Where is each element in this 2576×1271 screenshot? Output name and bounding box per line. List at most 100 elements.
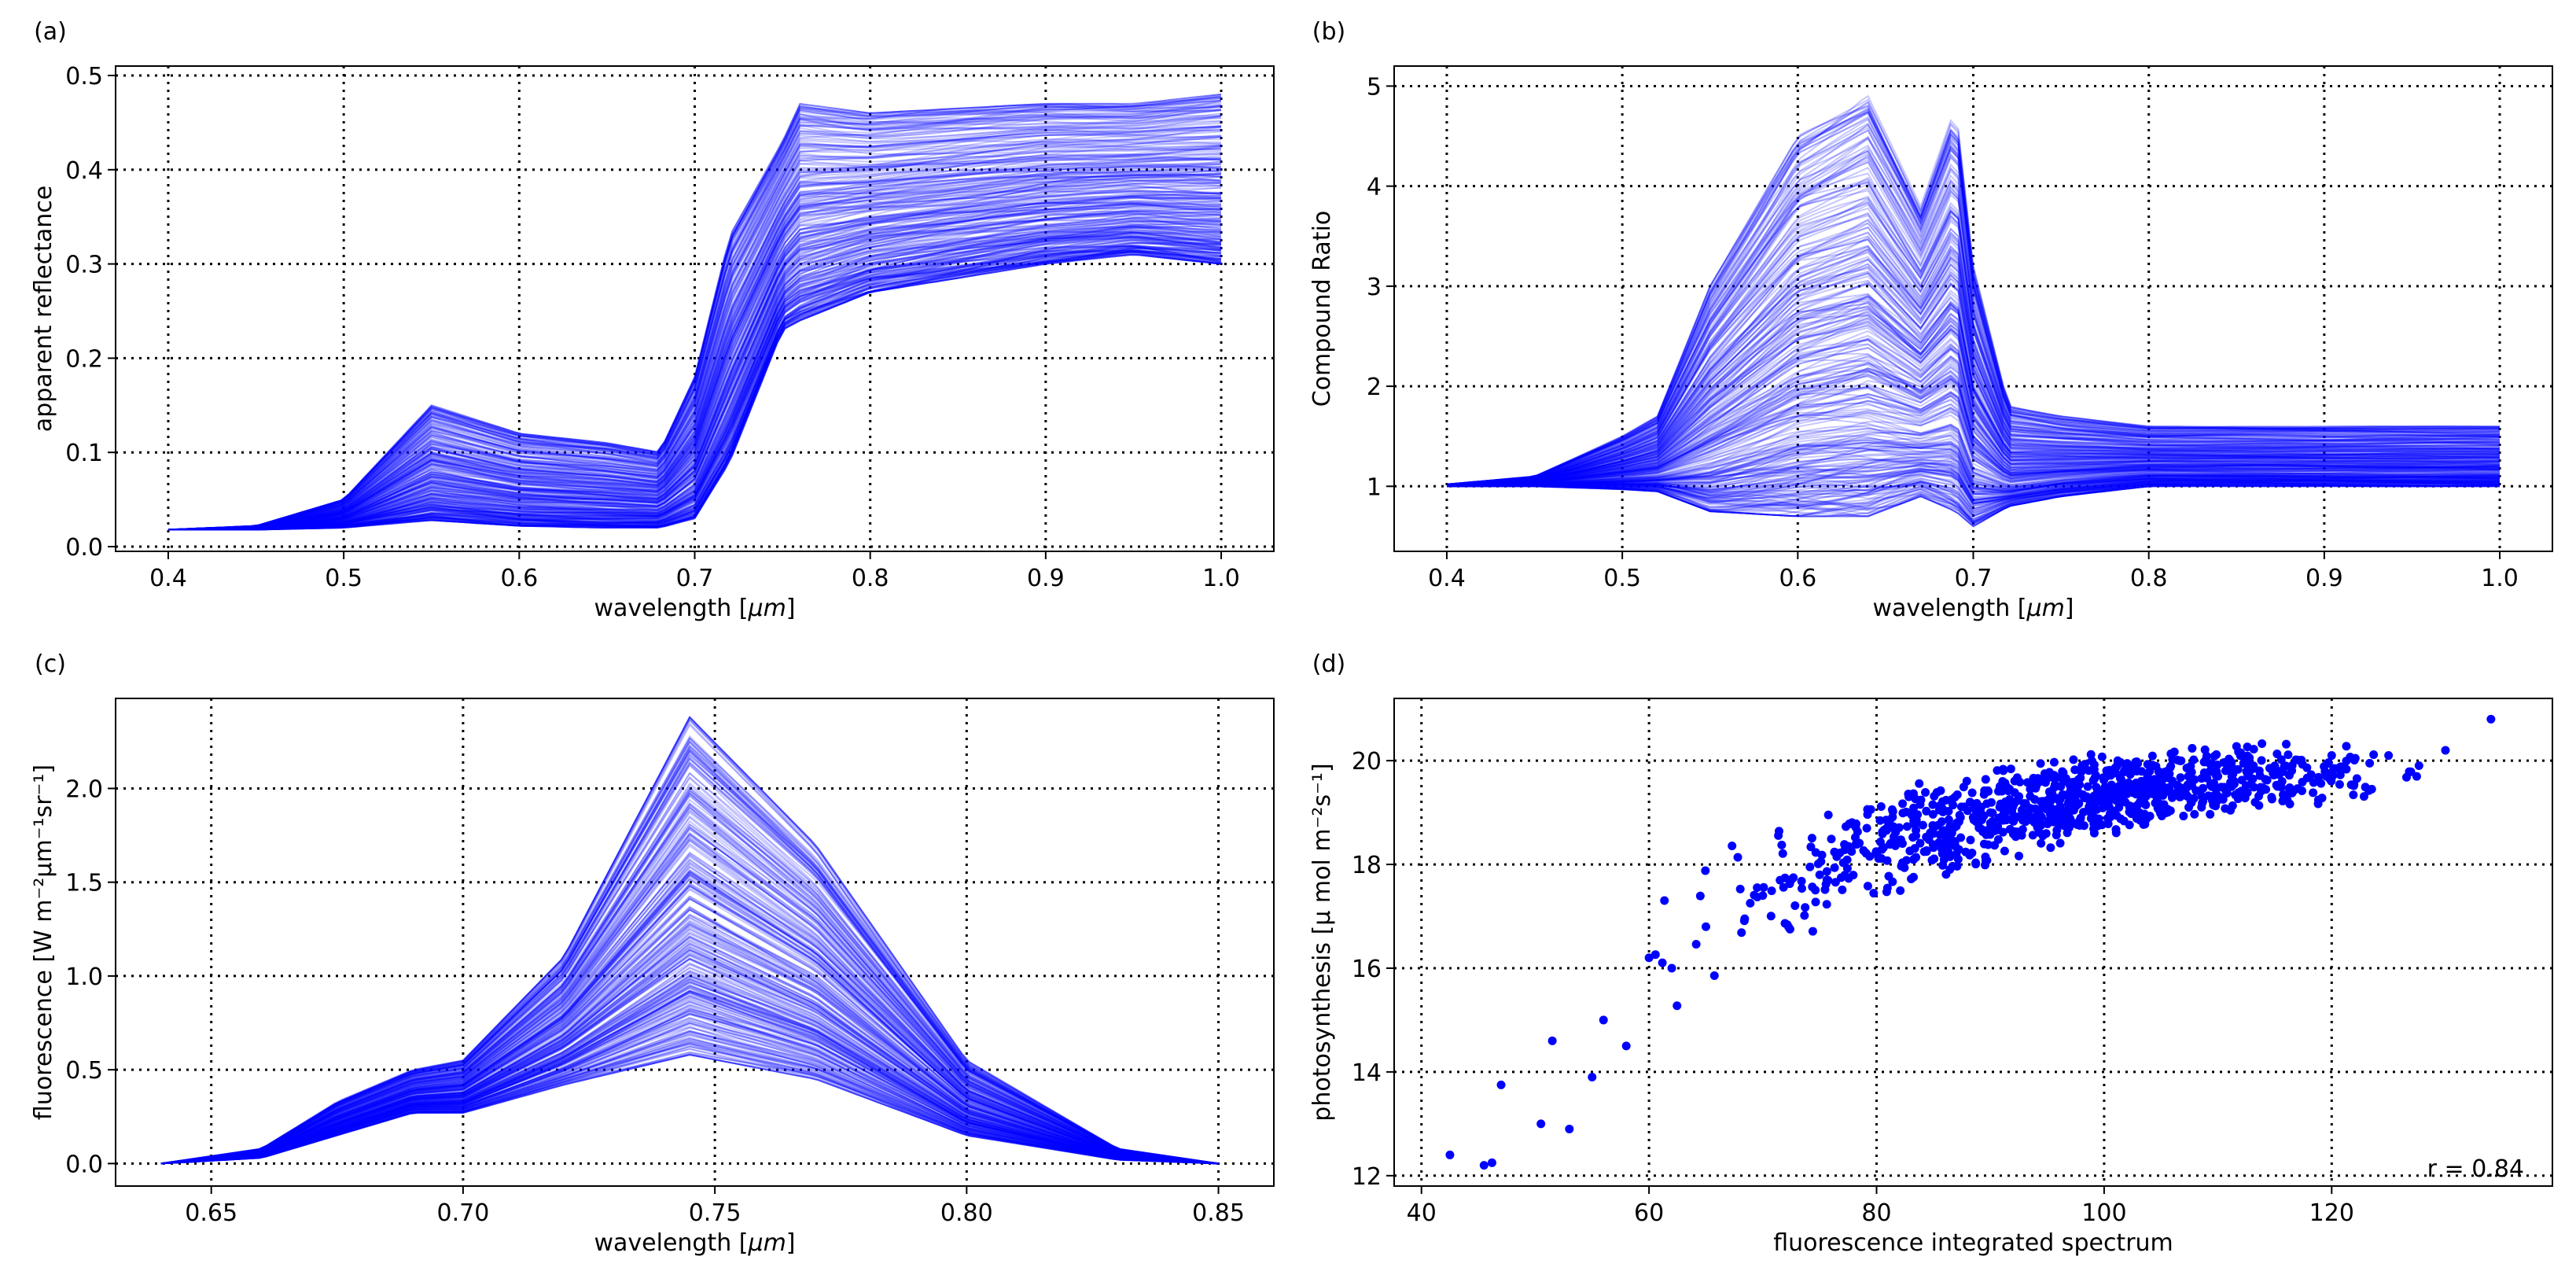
series-line bbox=[160, 745, 1219, 1165]
scatter-point bbox=[1840, 871, 1849, 880]
scatter-point bbox=[2119, 768, 2129, 777]
series-line bbox=[160, 834, 1219, 1165]
series-line bbox=[168, 234, 1222, 531]
series-line bbox=[167, 138, 1222, 531]
series-line bbox=[167, 179, 1222, 531]
scatter-point bbox=[1904, 789, 1913, 798]
series-line bbox=[1446, 302, 2501, 486]
series-line bbox=[160, 761, 1219, 1165]
series-line bbox=[160, 967, 1219, 1165]
scatter-point bbox=[2187, 778, 2196, 787]
panel-label: (c) bbox=[35, 650, 66, 678]
series-line bbox=[168, 251, 1222, 531]
series-line bbox=[160, 809, 1219, 1165]
series-line bbox=[160, 994, 1219, 1165]
series-line bbox=[160, 985, 1219, 1165]
correlation-annotation: r = 0.84 bbox=[2427, 1155, 2524, 1183]
series-line bbox=[167, 203, 1222, 531]
series-line bbox=[167, 211, 1222, 531]
scatter-point bbox=[2226, 805, 2236, 815]
y-axis-label: fluorescence [W m⁻²μm⁻¹sr⁻¹] bbox=[30, 764, 57, 1120]
scatter-point bbox=[1965, 850, 1974, 860]
scatter-point bbox=[2202, 751, 2211, 761]
y-tick-label: 2 bbox=[1367, 374, 1382, 401]
series-line bbox=[1446, 483, 2501, 528]
series-line bbox=[1446, 467, 2500, 502]
series-line bbox=[167, 204, 1222, 531]
scatter-point bbox=[1863, 882, 1872, 891]
series-line bbox=[167, 223, 1222, 531]
series-line bbox=[167, 159, 1222, 531]
scatter-point bbox=[1943, 842, 1952, 852]
series-line bbox=[1446, 392, 2500, 487]
series-line bbox=[167, 125, 1222, 531]
series-line bbox=[1446, 293, 2501, 486]
series-line bbox=[1446, 374, 2500, 487]
scatter-point bbox=[2138, 796, 2147, 805]
series-line bbox=[167, 179, 1221, 531]
series-line bbox=[160, 989, 1219, 1165]
y-tick-label: 1.0 bbox=[65, 963, 103, 991]
series-line bbox=[168, 230, 1222, 531]
scatter-point bbox=[1909, 803, 1919, 812]
scatter-point bbox=[2199, 796, 2208, 805]
series-line bbox=[160, 974, 1219, 1165]
series-line bbox=[168, 226, 1222, 531]
series-line bbox=[160, 927, 1219, 1165]
series-line bbox=[1446, 462, 2501, 500]
axes-frame bbox=[1393, 698, 2553, 1187]
series-line bbox=[168, 238, 1222, 531]
y-tick-label: 1.5 bbox=[65, 870, 103, 897]
series-line bbox=[1446, 386, 2500, 487]
series-line bbox=[160, 895, 1219, 1165]
scatter-point bbox=[1790, 901, 1800, 911]
series-line bbox=[160, 1054, 1219, 1165]
series-line bbox=[167, 218, 1222, 531]
series-line bbox=[1446, 367, 2501, 487]
series-line bbox=[160, 884, 1219, 1165]
series-line bbox=[160, 787, 1219, 1165]
series-line bbox=[167, 210, 1222, 531]
scatter-point bbox=[1822, 900, 1831, 909]
series-line bbox=[167, 101, 1222, 531]
series-line bbox=[1447, 484, 2500, 524]
scatter-point bbox=[1479, 1161, 1489, 1170]
series-line bbox=[160, 978, 1219, 1165]
series-line bbox=[167, 103, 1222, 531]
series-line bbox=[167, 196, 1222, 531]
series-line bbox=[1447, 484, 2500, 525]
series-line bbox=[160, 938, 1219, 1165]
scatter-point bbox=[1701, 866, 1710, 875]
series-line bbox=[168, 238, 1222, 531]
series-line bbox=[160, 941, 1219, 1165]
scatter-point bbox=[1938, 849, 1947, 859]
series-line bbox=[1446, 266, 2501, 486]
scatter-point bbox=[1954, 845, 1963, 854]
series-line bbox=[167, 179, 1221, 531]
series-line bbox=[160, 823, 1219, 1165]
scatter-point bbox=[2079, 821, 2088, 831]
scatter-point bbox=[2228, 764, 2237, 773]
series-line bbox=[1446, 122, 2501, 485]
scatter-point bbox=[2208, 793, 2217, 802]
scatter-point bbox=[2024, 807, 2033, 816]
scatter-point bbox=[2283, 750, 2293, 760]
series-line bbox=[160, 878, 1219, 1165]
series-line bbox=[160, 858, 1219, 1165]
series-line bbox=[1446, 282, 2500, 486]
scatter-point bbox=[2015, 851, 2024, 860]
series-line bbox=[160, 816, 1219, 1165]
series-line bbox=[167, 211, 1221, 531]
series-line bbox=[160, 991, 1219, 1165]
series-line bbox=[1446, 314, 2501, 487]
y-tick-label: 20 bbox=[1352, 748, 1382, 775]
series-line bbox=[160, 763, 1219, 1165]
scatter-point bbox=[1888, 877, 1897, 886]
series-line bbox=[160, 749, 1219, 1165]
series-line bbox=[160, 716, 1219, 1165]
scatter-point bbox=[1701, 922, 1710, 931]
scatter-point bbox=[2150, 782, 2159, 791]
series-line bbox=[1446, 339, 2500, 487]
series-line bbox=[1446, 314, 2501, 487]
